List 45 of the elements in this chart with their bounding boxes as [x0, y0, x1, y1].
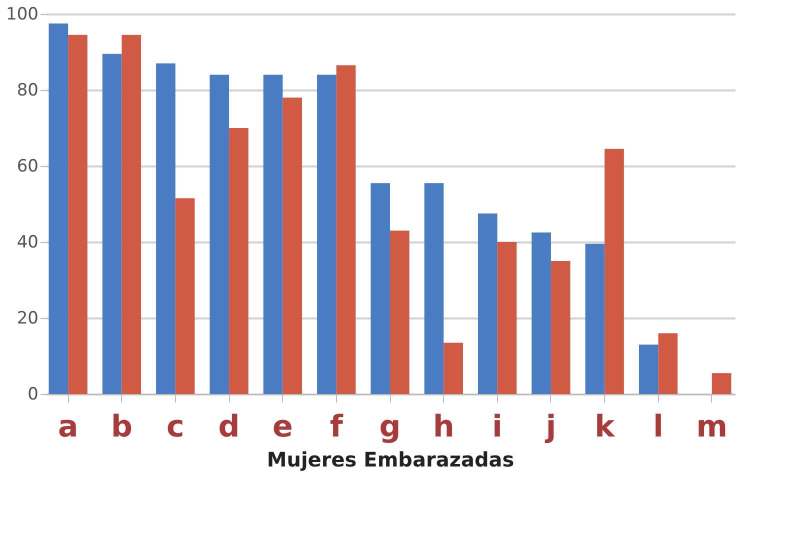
- x-tick-label: d: [218, 410, 240, 444]
- bar: [390, 230, 410, 394]
- x-tick-label: k: [594, 410, 616, 444]
- bar: [550, 261, 570, 394]
- bar: [68, 34, 88, 394]
- x-tick-label: c: [166, 410, 184, 444]
- x-tick-label: b: [110, 410, 132, 444]
- bar: [210, 74, 230, 394]
- bar: [424, 183, 444, 394]
- y-tick-label: 100: [6, 4, 38, 24]
- x-tick-label: l: [653, 410, 664, 444]
- x-tick-label: e: [272, 410, 293, 444]
- bar: [229, 128, 248, 394]
- x-tick-label: g: [379, 410, 401, 444]
- bar: [497, 242, 517, 394]
- x-tick-label: h: [432, 410, 454, 444]
- x-tick-label: i: [492, 410, 502, 444]
- bar: [658, 333, 678, 394]
- bar: [102, 54, 122, 394]
- y-tick-label: 20: [16, 308, 38, 328]
- bar: [585, 244, 605, 394]
- bar: [282, 98, 302, 394]
- y-tick-label: 40: [16, 232, 38, 252]
- bar: [444, 342, 463, 394]
- x-axis-title: Mujeres Embarazadas: [266, 448, 514, 472]
- bar: [638, 344, 658, 394]
- x-tick-label: a: [58, 410, 78, 444]
- bar: [604, 148, 624, 394]
- y-tick-label: 80: [16, 80, 38, 100]
- bar: [712, 373, 732, 394]
- bar: [478, 214, 498, 394]
- y-tick-label: 60: [16, 156, 38, 176]
- x-tick-label: j: [544, 410, 556, 444]
- bar: [156, 63, 176, 394]
- y-tick-label: 0: [28, 384, 38, 404]
- bar: [317, 74, 336, 394]
- bar: [48, 24, 68, 394]
- x-tick-label: m: [696, 410, 728, 444]
- bar: [336, 65, 356, 394]
- bar: [263, 74, 283, 394]
- bar: [122, 34, 142, 394]
- bar: [370, 183, 390, 394]
- bar: [532, 232, 551, 394]
- x-tick-label: f: [330, 410, 344, 444]
- bar: [175, 198, 195, 394]
